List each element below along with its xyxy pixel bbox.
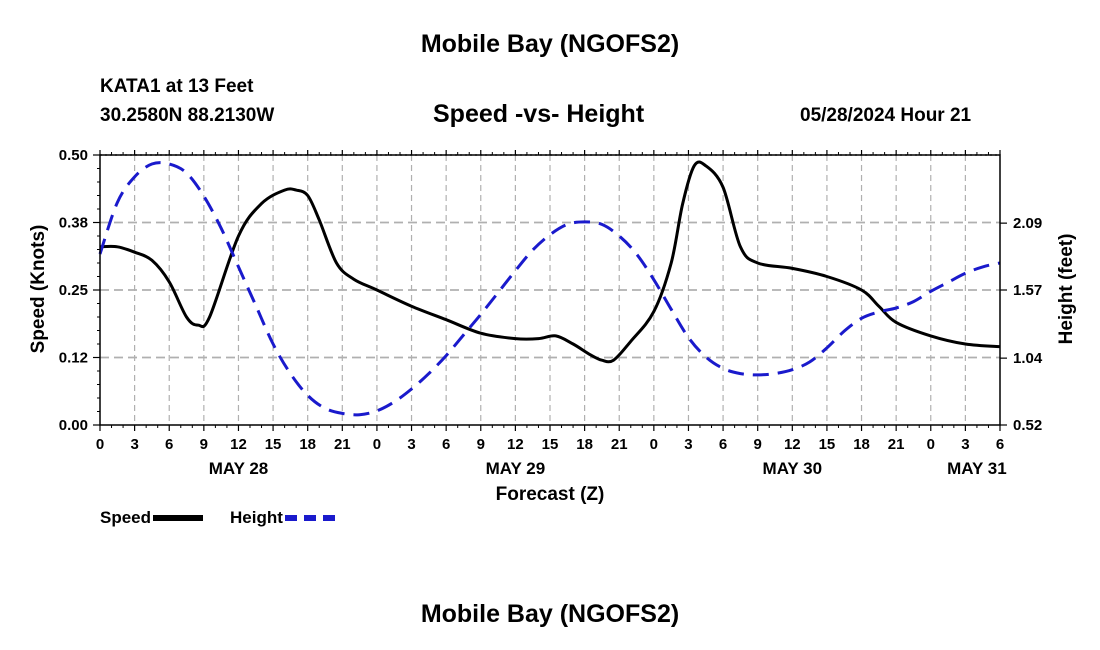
x-tick-label: 18 — [576, 436, 593, 453]
x-tick-label: 0 — [927, 436, 935, 453]
y-right-tick-label: 1.04 — [1013, 350, 1043, 367]
x-tick-label: 9 — [200, 436, 208, 453]
x-tick-label: 21 — [334, 436, 351, 453]
y-right-tick-label: 1.57 — [1013, 282, 1042, 299]
x-tick-label: 12 — [507, 436, 524, 453]
legend-swatch-speed — [153, 515, 204, 521]
series-line-height — [98, 161, 1001, 417]
x-tick-label: 3 — [961, 436, 969, 453]
y-right-tick-label: 0.52 — [1013, 417, 1042, 434]
series-lines — [98, 160, 1001, 417]
y-axis-label-right: Height (feet) — [1056, 234, 1077, 345]
x-axis-label: Forecast (Z) — [496, 484, 605, 505]
x-tick-label: 18 — [853, 436, 870, 453]
station-label: KATA1 at 13 Feet — [100, 76, 254, 97]
chart-main-title: Mobile Bay (NGOFS2) — [420, 30, 680, 58]
x-tick-label: 6 — [442, 436, 450, 453]
x-tick-label: 15 — [542, 436, 559, 453]
x-tick-label: 21 — [888, 436, 905, 453]
day-label: MAY 30 — [763, 459, 823, 478]
y-left-tick-label: 0.50 — [59, 147, 88, 164]
y-left-tick-label: 0.12 — [59, 350, 88, 367]
x-tick-label: 12 — [230, 436, 247, 453]
x-tick-label: 12 — [784, 436, 801, 453]
legend-item-speed: Speed — [100, 508, 204, 528]
x-tick-label: 3 — [407, 436, 415, 453]
station-coordinates: 30.2580N 88.2130W — [100, 105, 275, 126]
x-tick-label: 6 — [996, 436, 1004, 453]
day-label: MAY 28 — [209, 459, 269, 478]
day-label: MAY 29 — [486, 459, 546, 478]
x-tick-label: 3 — [684, 436, 692, 453]
y-left-tick-label: 0.38 — [59, 215, 88, 232]
x-tick-label: 0 — [373, 436, 381, 453]
tick-labels: 0 3 6 9 12 15 18 21 0 3 6 9 12 15 18 21 0 3 6 9 12 15 18 21 0 3 6 M… — [59, 147, 1043, 478]
plot-frame — [99, 154, 1001, 426]
x-tick-label: 9 — [754, 436, 762, 453]
y-left-tick-label: 0.25 — [59, 282, 88, 299]
legend-label-height: Height — [230, 508, 283, 527]
x-tick-label: 0 — [96, 436, 104, 453]
footer-title: Mobile Bay (NGOFS2) — [420, 600, 680, 628]
legend-swatch-height — [284, 515, 335, 521]
x-tick-label: 21 — [611, 436, 628, 453]
forecast-timestamp: 05/28/2024 Hour 21 — [800, 105, 972, 126]
chart-subtitle: Speed -vs- Height — [433, 100, 645, 128]
grid-lines — [100, 154, 1000, 425]
x-tick-label: 0 — [650, 436, 658, 453]
day-label: MAY 31 — [947, 459, 1007, 478]
series-line-speed — [99, 160, 1001, 364]
x-tick-label: 15 — [265, 436, 282, 453]
x-tick-label: 18 — [299, 436, 316, 453]
x-tick-label: 9 — [477, 436, 485, 453]
x-tick-label: 15 — [819, 436, 836, 453]
x-tick-label: 6 — [165, 436, 173, 453]
x-tick-label: 3 — [130, 436, 138, 453]
legend-label-speed: Speed — [100, 508, 152, 527]
y-right-tick-label: 2.09 — [1013, 215, 1042, 232]
x-tick-label: 6 — [719, 436, 727, 453]
legend-item-height: Height — [230, 508, 335, 528]
y-left-tick-label: 0.00 — [59, 417, 88, 434]
y-axis-label-left: Speed (Knots) — [28, 225, 49, 354]
